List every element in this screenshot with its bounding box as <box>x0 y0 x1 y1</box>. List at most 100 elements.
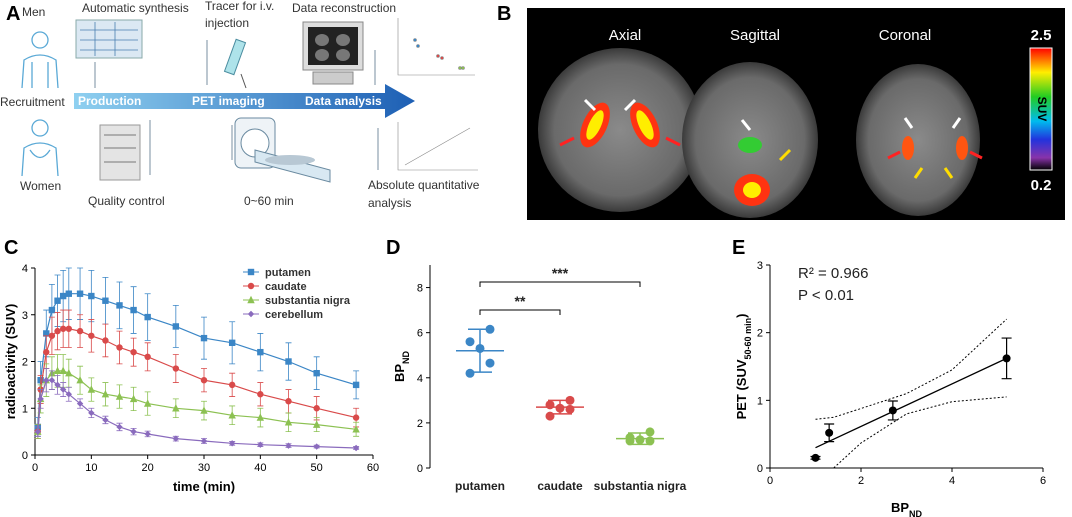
qc-image <box>99 124 141 181</box>
sd-bar <box>468 328 492 373</box>
x-tick-label: 2 <box>858 475 864 487</box>
legend-marker <box>247 295 255 304</box>
qc-image <box>104 134 136 163</box>
x-tick-label: putamen <box>455 479 505 493</box>
significance: *** <box>552 265 569 281</box>
marker <box>200 406 208 414</box>
marker <box>228 339 236 346</box>
x-tick-label: 0 <box>32 462 38 474</box>
x-tick-label: 10 <box>85 462 97 474</box>
marker <box>76 327 84 335</box>
significance-bracket <box>479 309 561 315</box>
point <box>811 453 820 462</box>
x-tick-label: 40 <box>254 462 266 474</box>
marker <box>285 442 292 449</box>
monitor-icon <box>302 21 364 85</box>
point <box>485 358 495 368</box>
marker <box>43 348 50 356</box>
significance-bracket <box>479 281 641 287</box>
significance: ** <box>515 293 526 309</box>
y-tick-label: 1 <box>22 403 28 415</box>
marker <box>101 390 110 398</box>
confidence-band <box>833 396 1007 469</box>
point <box>645 427 655 437</box>
uptake <box>738 137 762 153</box>
marker <box>130 306 137 314</box>
label: Women <box>20 179 61 193</box>
marker <box>352 381 360 389</box>
x-tick-label: 60 <box>367 462 379 474</box>
series <box>34 309 360 440</box>
x-tick-label: caudate <box>537 479 583 493</box>
label-part: ND <box>401 350 411 363</box>
colorbar-max: 2.5 <box>1031 27 1052 44</box>
y-tick-label: 8 <box>417 283 423 295</box>
marker <box>352 444 360 452</box>
label-part: ND <box>909 509 922 517</box>
point <box>465 368 475 378</box>
y-axis-label: BPND <box>392 350 411 382</box>
marker <box>88 292 95 300</box>
label: Data reconstruction <box>292 1 396 15</box>
legend-label: putamen <box>265 267 311 279</box>
point <box>565 404 575 414</box>
marker <box>88 409 95 417</box>
colorbar-min: 0.2 <box>1031 177 1052 194</box>
fit-line <box>815 357 1007 449</box>
marker <box>257 391 264 398</box>
panel-letter: C <box>4 237 18 259</box>
marker <box>352 414 360 421</box>
pet-images: Axial Sagittal Coronal 2.5 0.2 SUV <box>527 8 1065 220</box>
x-tick-label: 6 <box>1040 475 1046 487</box>
y-tick-label: 0 <box>22 450 28 462</box>
y-tick-label: 2 <box>757 328 763 340</box>
marker <box>129 394 138 403</box>
x-axis-label: BPND <box>891 500 923 517</box>
uptake <box>743 182 761 198</box>
y-tick-label: 0 <box>757 463 763 475</box>
marker <box>76 400 84 407</box>
marker <box>65 325 73 332</box>
brain-coronal <box>856 64 980 216</box>
y-tick-label: 2 <box>22 357 28 369</box>
synthesis-image <box>80 22 138 56</box>
marker <box>54 297 61 304</box>
legend-label: caudate <box>265 281 307 293</box>
label: Automatic synthesis <box>82 1 189 15</box>
marker <box>143 399 152 407</box>
colorbar <box>1029 47 1053 171</box>
panel-letter: E <box>732 237 745 259</box>
x-tick-label: 0 <box>767 475 773 487</box>
x-tick-label: 30 <box>198 462 210 474</box>
y-axis-label: radioactivity (SUV) <box>3 304 18 420</box>
y-tick-label: 0 <box>417 463 423 475</box>
marker <box>48 332 56 339</box>
marker <box>144 430 151 438</box>
brain-axial <box>538 48 702 212</box>
y-tick-label: 4 <box>22 263 28 275</box>
y-tick-label: 6 <box>417 328 423 340</box>
label: injection <box>205 16 249 30</box>
marker <box>43 330 50 337</box>
marker <box>65 368 73 377</box>
legend-marker <box>247 282 255 290</box>
label-part: BP <box>891 500 909 515</box>
label: Quality control <box>88 194 165 208</box>
colorbar-label: SUV <box>1035 97 1049 122</box>
marker <box>87 385 96 393</box>
marker <box>43 377 50 384</box>
marker <box>59 292 67 300</box>
y-tick-label: 3 <box>22 310 28 322</box>
marker <box>59 386 67 393</box>
timeline-arrow <box>74 84 415 118</box>
marker <box>76 290 84 297</box>
marker <box>284 418 293 426</box>
view-label: Sagittal <box>730 27 780 44</box>
scanner-icon <box>234 117 331 183</box>
label: 0~60 min <box>244 194 294 208</box>
sd-bar <box>548 399 572 415</box>
marker <box>313 443 320 450</box>
point <box>545 400 555 410</box>
